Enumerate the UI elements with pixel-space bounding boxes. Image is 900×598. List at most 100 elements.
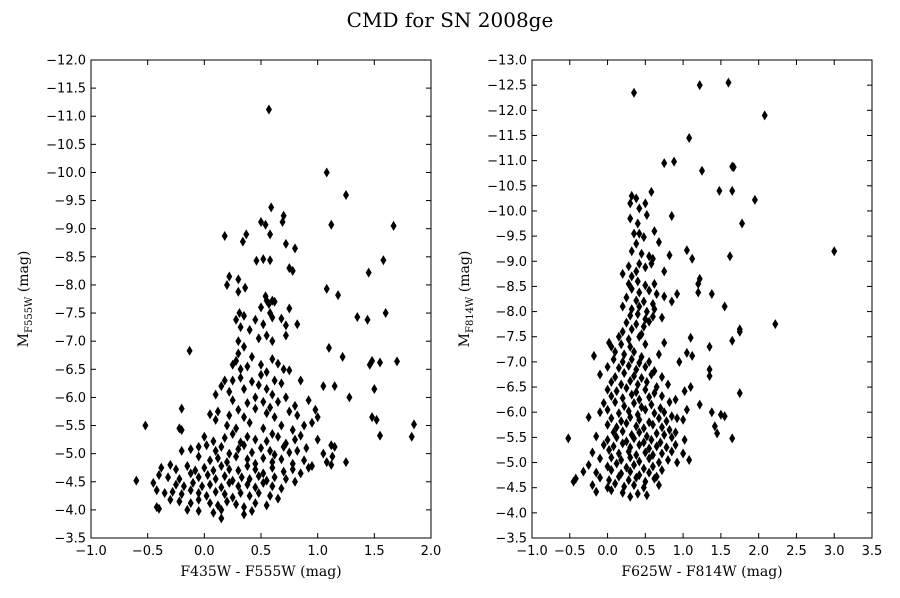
data-point [286, 406, 293, 417]
data-point [625, 334, 632, 345]
data-point [286, 303, 293, 314]
data-point [226, 386, 233, 397]
data-point [653, 428, 660, 439]
data-point [260, 396, 267, 407]
data-point [241, 341, 247, 352]
data-point [642, 404, 649, 415]
data-point [612, 478, 619, 489]
x-tick-label: 1.0 [673, 544, 694, 559]
data-point [239, 236, 246, 247]
data-point [238, 472, 245, 483]
data-point [651, 408, 658, 419]
data-point [153, 502, 160, 513]
data-point [255, 333, 262, 344]
data-point [235, 348, 242, 359]
data-point [619, 393, 626, 404]
data-point [648, 258, 655, 269]
data-point [282, 238, 289, 249]
data-point [631, 346, 637, 357]
data-point [608, 377, 615, 388]
data-point [195, 451, 202, 462]
data-point [305, 462, 312, 473]
data-point [646, 392, 653, 403]
data-point [636, 456, 643, 467]
data-point [649, 311, 656, 322]
data-point [643, 306, 650, 317]
data-point [633, 421, 640, 432]
data-point [615, 331, 622, 342]
data-point [610, 354, 617, 365]
data-point [606, 444, 613, 455]
data-point [653, 288, 660, 299]
data-point [229, 375, 236, 386]
data-point [246, 417, 253, 428]
data-point [683, 404, 690, 415]
y-tick-label: −6.5 [54, 363, 86, 378]
data-point [229, 428, 236, 439]
data-point [612, 397, 619, 408]
data-point [203, 440, 210, 451]
data-point [212, 486, 219, 497]
data-point [631, 370, 637, 381]
y-tick-label: −10.5 [487, 179, 527, 194]
data-point [235, 481, 242, 492]
data-point [212, 414, 219, 425]
data-point [292, 434, 298, 445]
data-point [371, 383, 378, 394]
data-point [665, 379, 671, 390]
data-point [633, 266, 640, 277]
data-point [655, 349, 662, 360]
data-point [642, 280, 649, 291]
y-tick-label: −11.5 [46, 82, 86, 97]
data-point [663, 442, 670, 453]
data-point [252, 314, 259, 325]
data-point [221, 375, 228, 386]
data-point [269, 428, 276, 439]
data-point [244, 398, 251, 409]
data-point [625, 475, 632, 486]
data-point [668, 411, 675, 422]
data-point [736, 388, 743, 399]
data-point [640, 232, 647, 243]
data-point [831, 246, 838, 257]
data-point [721, 411, 728, 422]
data-point [726, 251, 733, 262]
x-tick-label: 2.0 [748, 544, 769, 559]
data-point [621, 401, 628, 412]
data-point [672, 427, 679, 438]
data-point [255, 488, 262, 499]
data-point [714, 428, 721, 439]
y-tick-label: −7.0 [495, 355, 527, 370]
data-point [627, 452, 634, 463]
data-point [615, 408, 622, 419]
data-point [244, 461, 251, 472]
data-point [623, 383, 630, 394]
data-point [244, 454, 251, 465]
y-tick-label: −5.0 [495, 456, 527, 471]
data-point [640, 482, 647, 493]
data-point [668, 446, 675, 457]
data-point [184, 504, 191, 515]
data-point [570, 476, 577, 487]
data-point [267, 255, 274, 266]
data-point [269, 389, 276, 400]
data-point [648, 186, 655, 197]
data-point [343, 189, 349, 200]
data-point [364, 314, 371, 325]
data-point [631, 398, 637, 409]
data-point [173, 464, 179, 475]
data-point [221, 231, 228, 242]
data-point [716, 185, 723, 196]
y-tick-label: −12.0 [46, 54, 86, 69]
data-point [201, 462, 208, 473]
data-point [255, 380, 262, 391]
data-point [252, 482, 259, 493]
data-point [689, 253, 696, 264]
data-point [642, 262, 649, 273]
data-point [214, 406, 221, 417]
data-point [187, 468, 194, 479]
data-point [271, 449, 278, 460]
data-point [267, 490, 274, 501]
data-point [269, 354, 276, 365]
y-tick-label: −8.0 [54, 278, 86, 293]
